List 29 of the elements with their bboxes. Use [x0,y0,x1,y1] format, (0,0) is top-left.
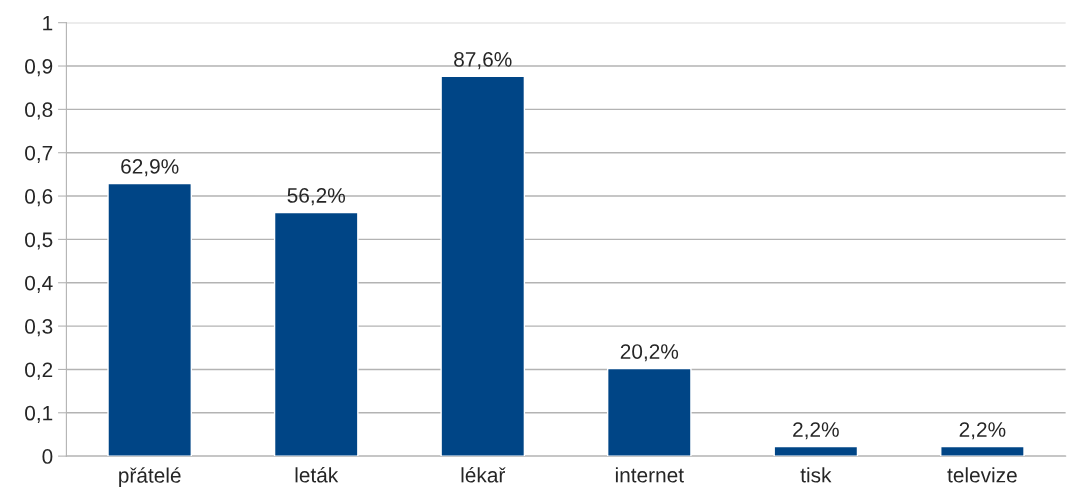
x-tick-label: internet [615,467,684,483]
y-tick-label: 0,7 [25,145,53,163]
bar [606,367,692,457]
bar [107,182,193,457]
y-tick-label: 0,8 [25,102,53,120]
y-tick-label: 0,9 [25,59,53,77]
data-label: 20,2% [620,344,679,362]
x-tick-label: leták [295,466,339,483]
x-tick-label: televize [947,467,1017,483]
y-tick-label: 0,4 [25,275,53,293]
y-tick-label: 0,1 [25,405,53,423]
data-label: 62,9% [121,159,179,177]
data-label: 87,6% [454,52,512,70]
x-tick-label: lékař [461,466,506,483]
x-tick-label: tisk [800,467,832,483]
bar [773,445,859,457]
bar [273,211,359,457]
data-label: 2,2% [793,422,839,440]
y-tick-label: 0,6 [25,189,53,207]
y-tick-label: 0,3 [25,319,53,337]
bar [440,75,526,457]
y-tick-label: 0,5 [25,232,53,250]
data-label: 56,2% [287,188,346,206]
y-tick-label: 0,2 [25,362,53,380]
y-tick-label: 1 [43,15,53,31]
x-tick-label: přátelé [119,467,181,487]
bar [940,445,1025,457]
y-tick-label: 0 [42,449,53,464]
data-label: 2,2% [959,422,1006,440]
